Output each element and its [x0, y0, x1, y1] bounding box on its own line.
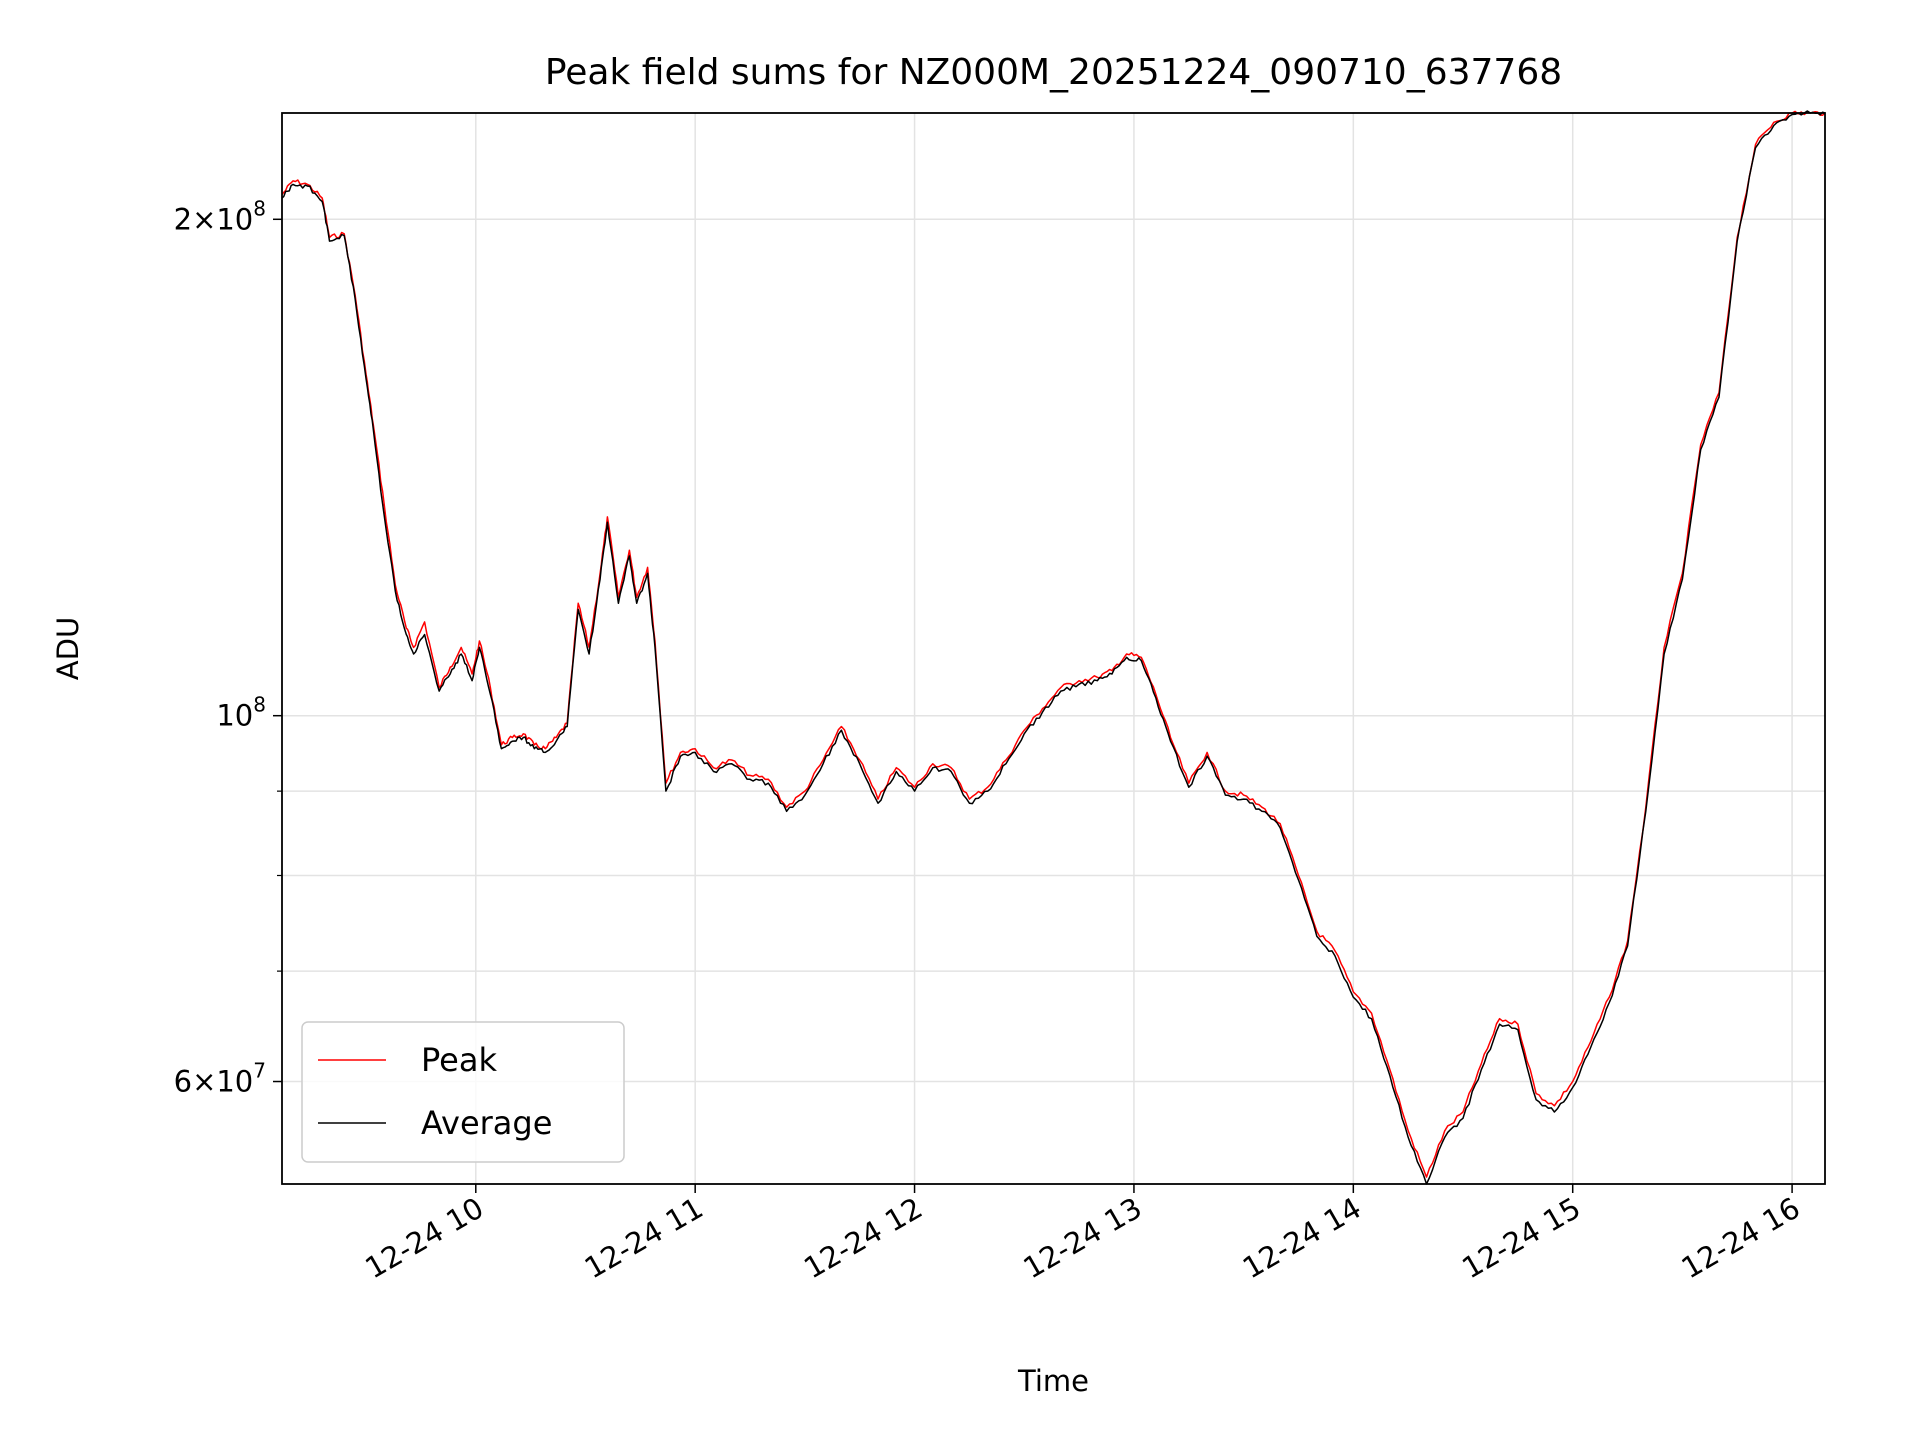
y-tick-exponent: 7 — [253, 1059, 266, 1083]
series-line-average — [281, 110, 1826, 1185]
legend: Peak Average — [301, 1021, 625, 1163]
y-tick-label: 2×108 — [174, 196, 266, 236]
legend-label-average: Average — [421, 1104, 552, 1142]
plot-area — [281, 110, 1826, 1185]
times-sign: ×10 — [192, 1065, 253, 1099]
legend-label-peak: Peak — [421, 1041, 497, 1079]
y-tick-label: 6×107 — [174, 1059, 266, 1099]
y-tick-mantissa: 6 — [174, 1065, 192, 1099]
y-axis-label: ADU — [51, 617, 85, 680]
base-ten: 10 — [216, 699, 253, 733]
y-tick-exponent: 8 — [253, 693, 266, 717]
legend-box — [301, 1021, 625, 1163]
series-line-peak — [281, 110, 1826, 1178]
chart-title: Peak field sums for NZ000M_20251224_0907… — [545, 52, 1562, 93]
y-tick-label: 108 — [216, 693, 266, 733]
times-sign: ×10 — [192, 202, 253, 236]
axes-frame — [281, 112, 1826, 1185]
y-tick-exponent: 8 — [253, 196, 266, 220]
x-axis-label: Time — [1017, 1364, 1089, 1398]
y-tick-mantissa: 2 — [174, 202, 192, 236]
